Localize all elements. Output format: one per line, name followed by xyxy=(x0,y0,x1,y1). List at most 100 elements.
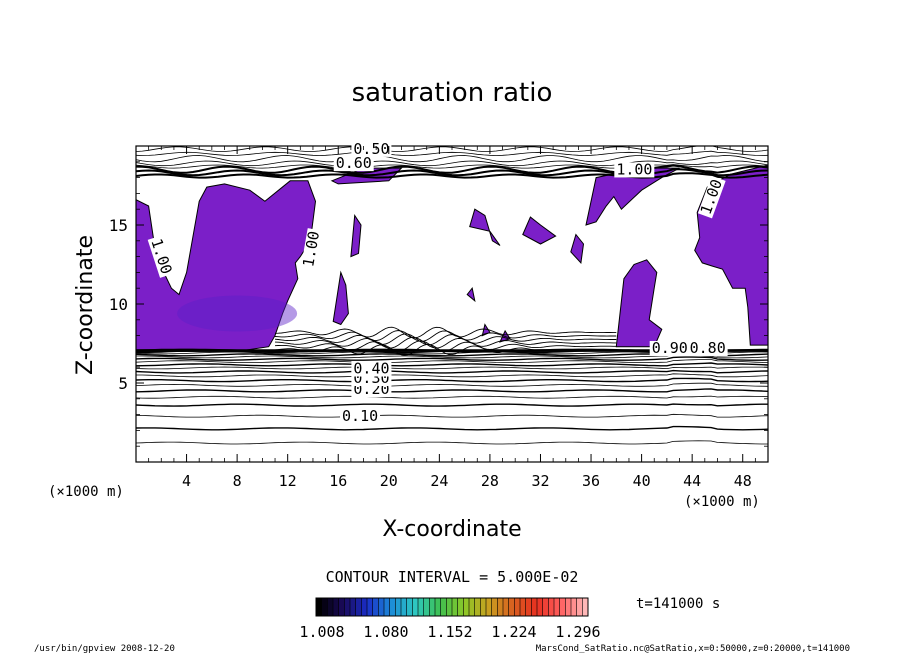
x-tick-label: 28 xyxy=(481,472,499,490)
colorbar-segment xyxy=(321,598,328,616)
colorbar-segment xyxy=(355,598,362,616)
colorbar-segment xyxy=(429,598,436,616)
x-axis-unit-right: (×1000 m) xyxy=(684,494,760,510)
colorbar-tick-labels: 1.008 1.080 1.152 1.224 1.296 xyxy=(299,623,600,641)
lower-contour-line xyxy=(136,377,768,383)
x-tick-label: 16 xyxy=(329,472,347,490)
colorbar-segment xyxy=(531,598,538,616)
y-axis-ticks: 5 10 15 xyxy=(109,161,768,447)
lower-contour-line xyxy=(136,425,768,431)
x-tick-label: 44 xyxy=(683,472,701,490)
colorbar-segment xyxy=(525,598,532,616)
mid-left-strip xyxy=(332,270,349,326)
disturbed-contour-line xyxy=(274,336,617,349)
colorbar-segment xyxy=(389,598,396,616)
colorbar-segment xyxy=(582,598,589,616)
colorbar xyxy=(315,598,589,616)
contour-label-bg xyxy=(697,175,726,219)
colorbar-segment xyxy=(384,598,391,616)
y-axis-label: Z-coordinate xyxy=(73,235,98,375)
colorbar-segment xyxy=(316,598,323,616)
contour-label: 1.00 xyxy=(299,230,323,269)
colorbar-segment xyxy=(361,598,368,616)
colorbar-segment xyxy=(378,598,385,616)
colorbar-segment xyxy=(412,598,419,616)
mid-blob-1 xyxy=(469,208,501,246)
colorbar-segment xyxy=(423,598,430,616)
mid-left-blob xyxy=(350,214,362,258)
lower-contour-line xyxy=(136,395,768,399)
supersaturated-regions xyxy=(136,164,768,352)
colorbar-segment xyxy=(559,598,566,616)
lower-contour-line xyxy=(136,366,768,370)
colorbar-segment xyxy=(457,598,464,616)
colorbar-segment xyxy=(565,598,572,616)
colorbar-segment xyxy=(395,598,402,616)
right-center-region xyxy=(615,259,663,348)
colorbar-segment xyxy=(452,598,459,616)
mid-blob-2 xyxy=(522,216,557,245)
lower-contour-line xyxy=(136,373,768,378)
x-tick-label: 8 xyxy=(233,472,242,490)
footer-right: MarsCond_SatRatio.nc@SatRatio,x=0:50000,… xyxy=(536,644,850,654)
colorbar-segment xyxy=(486,598,493,616)
x-tick-label: 4 xyxy=(182,472,191,490)
contour-label-bg xyxy=(147,235,175,278)
chart-title: saturation ratio xyxy=(352,78,553,108)
colorbar-segment xyxy=(503,598,510,616)
colorbar-segment xyxy=(576,598,583,616)
x-tick-label: 32 xyxy=(531,472,549,490)
contour-label: 0.40 xyxy=(353,360,389,378)
lower-contour-line xyxy=(136,440,768,445)
colorbar-frame xyxy=(315,597,589,617)
disturbed-contour-line xyxy=(274,330,617,342)
upper-contour-line xyxy=(136,164,768,169)
contour-label-bg xyxy=(649,340,690,356)
lower-contour-line xyxy=(136,354,768,359)
colorbar-segment xyxy=(491,598,498,616)
lower-contour-line xyxy=(136,359,768,363)
x-tick-label: 48 xyxy=(734,472,752,490)
colorbar-segment xyxy=(440,598,447,616)
time-label: t=141000 s xyxy=(636,596,720,612)
colorbar-tick-label: 1.152 xyxy=(427,623,472,641)
y-tick-label: 5 xyxy=(118,374,128,393)
upper-contour-line xyxy=(136,160,768,167)
colorbar-segment xyxy=(372,598,379,616)
lower-contour-line xyxy=(136,382,768,387)
disturbed-contour-line xyxy=(274,326,617,339)
x-tick-label: 12 xyxy=(279,472,297,490)
upper-contour-line xyxy=(136,172,768,179)
contour-interval-text: CONTOUR INTERVAL = 5.000E-02 xyxy=(326,568,579,586)
colorbar-segment xyxy=(474,598,481,616)
y-tick-label: 15 xyxy=(109,216,128,235)
colorbar-segment xyxy=(520,598,527,616)
colorbar-segment xyxy=(338,598,345,616)
colorbar-segment xyxy=(435,598,442,616)
lower-contour-line xyxy=(136,369,768,374)
contour-label-bg xyxy=(333,156,374,172)
colorbar-tick-label: 1.080 xyxy=(363,623,408,641)
colorbar-segment xyxy=(554,598,561,616)
contour-label: 0.10 xyxy=(342,407,378,425)
colorbar-segment xyxy=(401,598,408,616)
colorbar-segment xyxy=(446,598,453,616)
supersaturation-core xyxy=(177,295,298,332)
lower-contour-line xyxy=(136,413,768,418)
lower-contour-line xyxy=(136,356,768,361)
lower-contour-line xyxy=(136,362,768,367)
colorbar-segment xyxy=(469,598,476,616)
colorbar-segment xyxy=(514,598,521,616)
x-tick-label: 40 xyxy=(633,472,651,490)
contour-label: 0.60 xyxy=(336,154,372,172)
colorbar-tick-label: 1.296 xyxy=(555,623,600,641)
small-blob-1 xyxy=(466,287,476,303)
colorbar-segment xyxy=(350,598,357,616)
colorbar-segment xyxy=(508,598,515,616)
upper-contour-line xyxy=(136,168,768,177)
colorbar-tick-label: 1.008 xyxy=(299,623,344,641)
colorbar-segment xyxy=(537,598,544,616)
contour-label: 1.00 xyxy=(616,160,652,178)
y-tick-label: 10 xyxy=(109,295,128,314)
